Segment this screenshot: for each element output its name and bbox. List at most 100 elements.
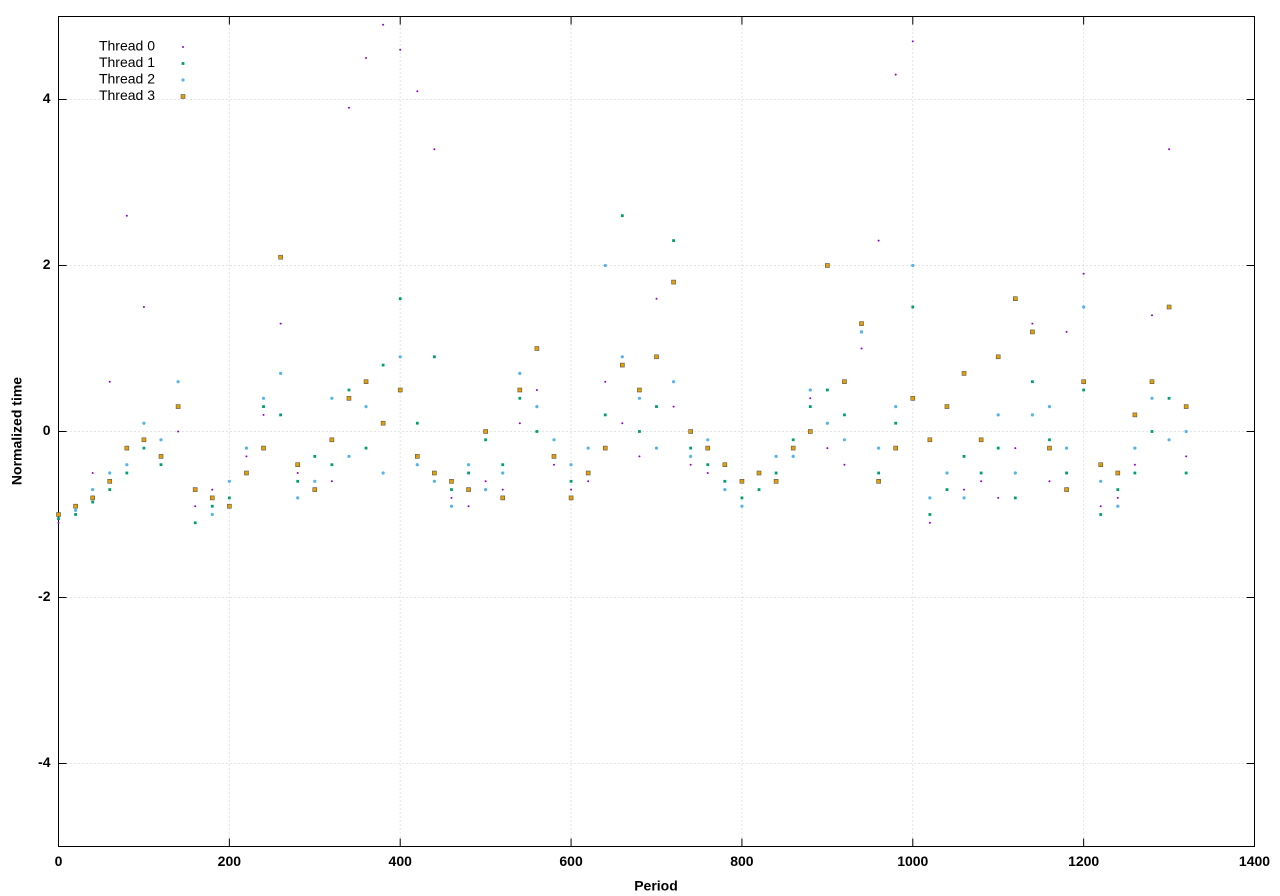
legend-label: Thread 1 [99,54,155,70]
point [791,454,795,458]
point [877,239,880,242]
point [1030,329,1035,335]
point [1184,429,1188,434]
point [672,239,675,242]
point [91,472,94,474]
point [604,380,607,383]
point [381,363,385,367]
point [261,445,266,451]
point [329,437,335,443]
point [483,429,488,434]
point [705,445,711,451]
point [90,495,95,501]
point [500,495,506,501]
point [279,413,283,417]
point [194,505,197,508]
point [552,463,555,466]
point [1082,272,1085,275]
point [262,405,265,408]
point [313,455,317,458]
point [1132,412,1138,418]
point [1116,496,1119,499]
point [1184,471,1188,475]
legend-marker [182,46,184,48]
point [689,463,692,466]
point [450,496,453,499]
point [244,470,249,476]
point [295,462,301,468]
point [73,503,78,509]
point [1030,413,1034,417]
point [227,479,231,483]
point [791,438,795,442]
point [1167,396,1171,400]
point [978,437,984,443]
point [928,496,932,500]
y-tick-label: 4 [43,90,51,106]
point [808,388,812,392]
point [414,454,420,459]
point [1064,487,1069,492]
point [859,321,864,326]
point [330,396,334,400]
point [808,405,812,408]
point [1082,305,1086,309]
point [602,445,608,451]
point [1048,480,1051,483]
point [585,470,591,476]
x-tick-label: 1000 [897,853,928,869]
point [842,379,847,385]
point [756,470,762,476]
point [945,488,949,491]
point [1013,471,1017,475]
point [570,488,573,491]
point [809,397,812,400]
point [706,472,709,474]
point [484,488,488,492]
point [245,455,248,458]
point [141,437,147,443]
legend-marker [180,94,186,99]
point [227,496,231,500]
point [398,355,402,359]
point [108,471,112,475]
point [877,471,881,475]
point [995,354,1001,360]
x-tick-label: 1400 [1239,853,1270,869]
point [689,454,693,458]
point [911,305,915,309]
point [142,421,146,425]
point [432,479,436,483]
point [296,479,300,483]
point [843,463,846,466]
legend-label: Thread 2 [99,71,155,87]
point [159,463,163,467]
point [944,404,950,409]
point [73,508,78,512]
point [911,40,914,43]
point [159,438,163,442]
y-tick-label: 2 [43,256,51,272]
point [739,478,745,484]
point [364,446,368,450]
point [57,517,60,521]
point [380,420,386,426]
point [192,487,198,492]
point [57,521,60,524]
legend-marker [181,62,185,65]
point [723,479,727,483]
point [518,371,522,375]
legend-label: Thread 3 [99,87,155,103]
point [826,447,829,450]
point [1133,471,1137,475]
point [466,463,471,467]
point [1116,504,1120,508]
point [364,405,368,409]
point [654,446,659,450]
point [655,297,658,300]
y-tick-label: -2 [38,588,51,604]
point [996,446,1000,450]
point [125,471,129,475]
point [911,263,915,268]
point [467,505,470,508]
